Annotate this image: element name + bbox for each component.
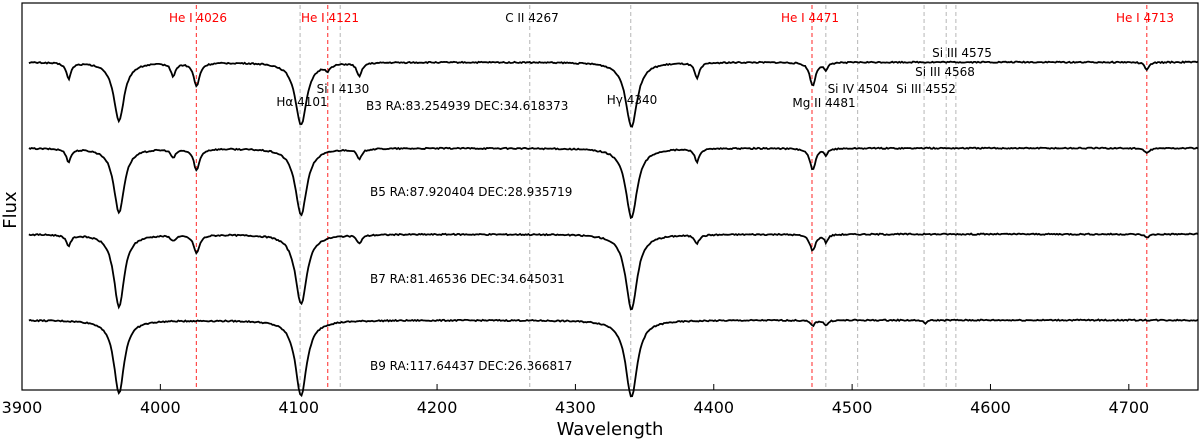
y-axis-label: Flux	[0, 191, 21, 229]
x-tick-label-1: 4000	[140, 398, 181, 417]
spectrum-line-1	[28, 146, 1199, 220]
x-tick-label-7: 4600	[970, 398, 1011, 417]
spectrum-label-3: B9 RA:117.64437 DEC:26.366817	[370, 359, 572, 373]
x-axis-label: Wavelength	[557, 419, 664, 440]
spectra-group	[28, 60, 1199, 398]
reference-label-9: Si IV 4504	[828, 82, 889, 96]
reference-label-4: Hα 4101	[276, 95, 327, 109]
reference-label-11: Si III 4568	[915, 65, 975, 79]
reference-label-6: C II 4267	[505, 11, 559, 25]
reference-label-8: Mg II 4481	[792, 96, 855, 110]
spectrum-line-0	[28, 60, 1199, 128]
x-tick-label-8: 4700	[1108, 398, 1149, 417]
x-tick-label-0: 3900	[2, 398, 43, 417]
reference-label-12: Si III 4575	[932, 46, 992, 60]
reference-line-labels: He I 4026 He I 4121 He I 4471 He I 4713 Hα 4…	[169, 11, 1174, 110]
x-tick-label-4: 4300	[555, 398, 596, 417]
reference-label-10: Si III 4552	[896, 82, 956, 96]
reference-label-0: He I 4026	[169, 11, 227, 25]
x-axis-ticks: 3900 4000 4100 4200 4300 4400 4500 4600 4700	[2, 384, 1149, 417]
reference-label-2: He I 4471	[781, 11, 839, 25]
x-tick-label-3: 4200	[417, 398, 458, 417]
spectrum-line-2	[28, 232, 1199, 311]
spectrum-line-3	[28, 318, 1199, 398]
x-tick-label-2: 4100	[278, 398, 319, 417]
reference-guide-lines	[195, 5, 1148, 390]
x-tick-label-5: 4400	[693, 398, 734, 417]
spectrum-label-0: B3 RA:83.254939 DEC:34.618373	[366, 99, 568, 113]
reference-label-3: He I 4713	[1116, 11, 1174, 25]
x-tick-label-6: 4500	[832, 398, 873, 417]
plot-frame	[21, 2, 1199, 391]
reference-label-1: He I 4121	[301, 11, 359, 25]
spectrum-label-2: B7 RA:81.46536 DEC:34.645031	[370, 272, 565, 286]
reference-label-7: Hγ 4340	[607, 93, 657, 107]
spectrum-labels: B3 RA:83.254939 DEC:34.618373 B5 RA:87.92…	[366, 99, 572, 373]
reference-label-5: Si I 4130	[317, 82, 370, 96]
spectrum-label-1: B5 RA:87.920404 DEC:28.935719	[370, 185, 572, 199]
